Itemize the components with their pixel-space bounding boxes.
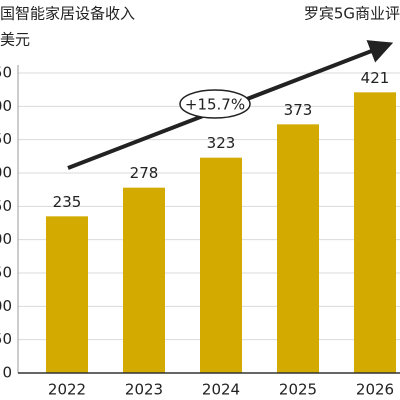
value-label: 323 xyxy=(207,134,236,152)
y-tick-label: 300 xyxy=(0,164,12,182)
y-tick-label: 200 xyxy=(0,230,12,248)
annotation: +15.7% xyxy=(185,96,245,114)
chart-title: 国智能家居设备收入 xyxy=(0,5,135,23)
source: 罗宾5G商业评 xyxy=(304,5,400,23)
bar xyxy=(277,124,319,373)
x-tick-label: 2023 xyxy=(125,381,163,399)
y-tick-label: 400 xyxy=(0,97,12,115)
value-label: 373 xyxy=(284,101,313,119)
value-label: 235 xyxy=(53,193,82,211)
value-label: 278 xyxy=(130,164,159,182)
y-tick-label: 50 xyxy=(0,330,12,348)
x-tick-label: 2022 xyxy=(48,381,86,399)
annotation-bubble xyxy=(179,89,251,119)
bar xyxy=(354,92,396,373)
y-tick-label: 0 xyxy=(2,364,12,382)
x-tick-label: 2025 xyxy=(279,381,317,399)
bar xyxy=(200,157,242,373)
bar xyxy=(123,187,165,373)
value-label: 421 xyxy=(361,69,390,87)
y-tick-label: 100 xyxy=(0,297,12,315)
y-tick-label: 350 xyxy=(0,130,12,148)
y-tick-label: 250 xyxy=(0,197,12,215)
x-tick-label: 2024 xyxy=(202,381,240,399)
y-axis-label: 美元 xyxy=(0,31,30,49)
bar xyxy=(46,216,88,373)
x-tick-label: 2026 xyxy=(356,381,394,399)
y-tick-label: 450 xyxy=(0,64,12,82)
y-tick-label: 150 xyxy=(0,264,12,282)
